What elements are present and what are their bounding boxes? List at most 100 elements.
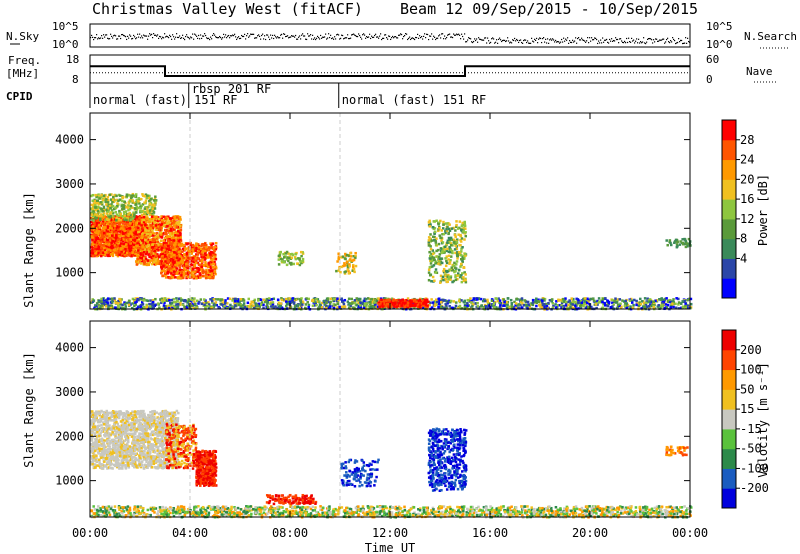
power-echo bbox=[451, 251, 454, 255]
nsky-point bbox=[439, 34, 441, 36]
power-echo bbox=[351, 263, 355, 267]
power-echo bbox=[205, 268, 208, 272]
power-echo bbox=[171, 234, 175, 237]
power-echo bbox=[188, 250, 192, 253]
nsky-point bbox=[586, 40, 588, 42]
power-echo bbox=[174, 263, 177, 267]
power-echo bbox=[133, 235, 137, 238]
power-echo bbox=[141, 247, 145, 251]
power-echo bbox=[158, 262, 162, 266]
power-echo bbox=[149, 232, 152, 236]
nsky-point bbox=[232, 34, 234, 36]
power-echo bbox=[98, 247, 102, 250]
power-echo bbox=[173, 251, 176, 254]
nsky-point bbox=[429, 35, 431, 37]
nsky-point bbox=[354, 34, 356, 36]
power-echo bbox=[144, 199, 148, 203]
power-echo bbox=[134, 240, 137, 243]
power-echo bbox=[161, 274, 165, 278]
power-echo bbox=[462, 257, 466, 260]
power-echo bbox=[456, 254, 460, 258]
nsky-point bbox=[406, 33, 408, 35]
nsky-point bbox=[210, 36, 212, 38]
power-echo bbox=[133, 201, 136, 205]
power-echo bbox=[169, 229, 173, 232]
power-echo bbox=[165, 223, 169, 226]
nsky-point bbox=[123, 34, 125, 37]
power-echo bbox=[178, 276, 181, 280]
nsky-point bbox=[672, 37, 674, 39]
power-echo bbox=[104, 299, 107, 302]
power-echo bbox=[134, 297, 138, 300]
power-echo bbox=[108, 204, 112, 208]
power-echo bbox=[180, 242, 184, 246]
nsky-point bbox=[639, 42, 641, 44]
nsky-point bbox=[166, 35, 168, 37]
power-echo bbox=[209, 242, 212, 245]
power-echo bbox=[427, 242, 431, 245]
nsky-point bbox=[649, 37, 651, 40]
power-echo bbox=[92, 219, 95, 222]
power-echo bbox=[186, 269, 190, 273]
nsky-point bbox=[342, 34, 344, 37]
power-echo bbox=[173, 255, 176, 259]
power-echo bbox=[444, 257, 447, 260]
power-echo bbox=[301, 259, 304, 263]
power-echo bbox=[170, 249, 173, 252]
nsky-point bbox=[156, 35, 158, 37]
power-echo bbox=[107, 234, 111, 238]
power-echo bbox=[351, 265, 355, 269]
power-echo bbox=[154, 224, 158, 227]
power-echo bbox=[107, 202, 110, 206]
power-echo bbox=[430, 306, 434, 309]
power-echo bbox=[170, 255, 173, 258]
power-echo bbox=[453, 261, 456, 265]
power-echo bbox=[147, 238, 150, 241]
power-echo bbox=[222, 303, 226, 306]
nsky-point bbox=[152, 37, 154, 39]
nsky-point bbox=[494, 42, 496, 44]
power-echo bbox=[183, 245, 186, 248]
power-echo bbox=[194, 249, 197, 253]
power-echo bbox=[438, 255, 441, 259]
power-echo bbox=[435, 249, 438, 253]
power-echo bbox=[142, 220, 146, 224]
power-echo bbox=[462, 226, 466, 230]
power-echo bbox=[281, 258, 284, 261]
power-echo bbox=[209, 275, 212, 279]
power-echo bbox=[104, 231, 107, 234]
power-echo bbox=[452, 238, 456, 242]
power-echo bbox=[174, 276, 177, 279]
power-echo bbox=[135, 211, 138, 214]
nsky-point bbox=[203, 35, 205, 37]
nsky-point bbox=[225, 34, 227, 36]
nsky-point bbox=[218, 37, 220, 39]
power-echo bbox=[139, 209, 142, 213]
power-echo bbox=[138, 227, 142, 231]
nsky-point bbox=[519, 39, 521, 42]
power-echo bbox=[187, 275, 190, 279]
nsky-point bbox=[292, 35, 294, 37]
nsky-point bbox=[642, 41, 644, 43]
nsky-point bbox=[94, 37, 96, 39]
power-echo bbox=[185, 264, 188, 268]
power-echo bbox=[182, 265, 186, 268]
power-echo bbox=[301, 252, 305, 255]
power-echo bbox=[135, 232, 138, 236]
power-echo bbox=[121, 207, 124, 211]
power-echo bbox=[145, 207, 148, 210]
power-echo bbox=[431, 249, 434, 252]
power-echo bbox=[444, 303, 447, 306]
nsky-point bbox=[178, 36, 180, 39]
nsky-point bbox=[557, 40, 559, 43]
nsky-point bbox=[468, 37, 470, 39]
power-echo bbox=[142, 297, 146, 301]
nsky-point bbox=[618, 42, 620, 44]
nsky-point bbox=[482, 39, 484, 41]
nsky-point bbox=[147, 38, 149, 40]
nsky-point bbox=[585, 41, 587, 43]
power-echo bbox=[162, 263, 165, 267]
nsky-point bbox=[410, 38, 412, 41]
power-echo bbox=[162, 247, 165, 251]
nsky-point bbox=[276, 37, 278, 39]
